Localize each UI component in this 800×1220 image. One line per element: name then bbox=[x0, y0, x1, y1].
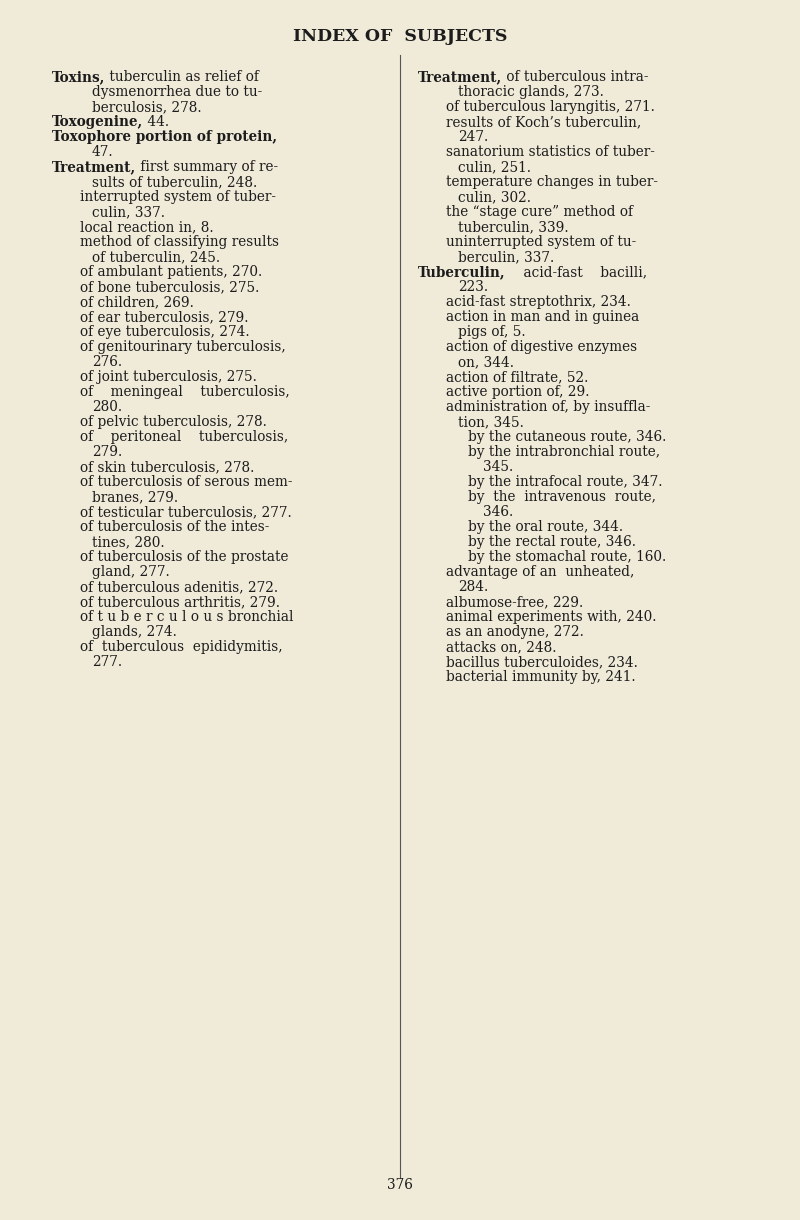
Text: of pelvic tuberculosis, 278.: of pelvic tuberculosis, 278. bbox=[80, 415, 267, 429]
Text: of    peritoneal    tuberculosis,: of peritoneal tuberculosis, bbox=[80, 429, 288, 444]
Text: temperature changes in tuber-: temperature changes in tuber- bbox=[446, 174, 658, 189]
Text: of t u b e r c u l o u s bronchial: of t u b e r c u l o u s bronchial bbox=[80, 610, 294, 623]
Text: acid-fast    bacilli,: acid-fast bacilli, bbox=[506, 265, 646, 279]
Text: of testicular tuberculosis, 277.: of testicular tuberculosis, 277. bbox=[80, 505, 292, 518]
Text: of tuberculosis of the intes-: of tuberculosis of the intes- bbox=[80, 520, 270, 534]
Text: by the cutaneous route, 346.: by the cutaneous route, 346. bbox=[468, 429, 666, 444]
Text: action of filtrate, 52.: action of filtrate, 52. bbox=[446, 370, 588, 384]
Text: dysmenorrhea due to tu-: dysmenorrhea due to tu- bbox=[92, 85, 262, 99]
Text: active portion of, 29.: active portion of, 29. bbox=[446, 386, 590, 399]
Text: of tuberculous intra-: of tuberculous intra- bbox=[502, 70, 649, 84]
Text: berculosis, 278.: berculosis, 278. bbox=[92, 100, 202, 113]
Text: tion, 345.: tion, 345. bbox=[458, 415, 524, 429]
Text: action in man and in guinea: action in man and in guinea bbox=[446, 310, 639, 325]
Text: of skin tuberculosis, 278.: of skin tuberculosis, 278. bbox=[80, 460, 254, 475]
Text: 280.: 280. bbox=[92, 400, 122, 414]
Text: of children, 269.: of children, 269. bbox=[80, 295, 194, 309]
Text: of    meningeal    tuberculosis,: of meningeal tuberculosis, bbox=[80, 386, 290, 399]
Text: tines, 280.: tines, 280. bbox=[92, 536, 165, 549]
Text: of ear tuberculosis, 279.: of ear tuberculosis, 279. bbox=[80, 310, 249, 325]
Text: 345.: 345. bbox=[483, 460, 514, 475]
Text: pigs of, 5.: pigs of, 5. bbox=[458, 325, 526, 339]
Text: 44.: 44. bbox=[143, 115, 170, 129]
Text: gland, 277.: gland, 277. bbox=[92, 565, 170, 580]
Text: culin, 251.: culin, 251. bbox=[458, 160, 531, 174]
Text: of tuberculin, 245.: of tuberculin, 245. bbox=[92, 250, 220, 264]
Text: local reaction in, 8.: local reaction in, 8. bbox=[80, 220, 214, 234]
Text: of eye tuberculosis, 274.: of eye tuberculosis, 274. bbox=[80, 325, 250, 339]
Text: first summary of re-: first summary of re- bbox=[136, 160, 278, 174]
Text: administration of, by insuffla-: administration of, by insuffla- bbox=[446, 400, 650, 414]
Text: results of Koch’s tuberculin,: results of Koch’s tuberculin, bbox=[446, 115, 642, 129]
Text: of bone tuberculosis, 275.: of bone tuberculosis, 275. bbox=[80, 281, 259, 294]
Text: INDEX OF  SUBJECTS: INDEX OF SUBJECTS bbox=[293, 28, 507, 45]
Text: Toxophore portion of protein,: Toxophore portion of protein, bbox=[52, 131, 277, 144]
Text: 223.: 223. bbox=[458, 281, 488, 294]
Text: Treatment,: Treatment, bbox=[418, 70, 502, 84]
Text: by the rectal route, 346.: by the rectal route, 346. bbox=[468, 536, 636, 549]
Text: by the intrafocal route, 347.: by the intrafocal route, 347. bbox=[468, 475, 662, 489]
Text: by the intrabronchial route,: by the intrabronchial route, bbox=[468, 445, 660, 459]
Text: of joint tuberculosis, 275.: of joint tuberculosis, 275. bbox=[80, 370, 257, 384]
Text: interrupted system of tuber-: interrupted system of tuber- bbox=[80, 190, 276, 204]
Text: Tuberculin,: Tuberculin, bbox=[418, 265, 506, 279]
Text: uninterrupted system of tu-: uninterrupted system of tu- bbox=[446, 235, 636, 249]
Text: glands, 274.: glands, 274. bbox=[92, 625, 177, 639]
Text: Toxins,: Toxins, bbox=[52, 70, 106, 84]
Text: sults of tuberculin, 248.: sults of tuberculin, 248. bbox=[92, 174, 258, 189]
Text: method of classifying results: method of classifying results bbox=[80, 235, 279, 249]
Text: 247.: 247. bbox=[458, 131, 488, 144]
Text: bacillus tuberculoides, 234.: bacillus tuberculoides, 234. bbox=[446, 655, 638, 669]
Text: sanatorium statistics of tuber-: sanatorium statistics of tuber- bbox=[446, 145, 655, 159]
Text: 279.: 279. bbox=[92, 445, 122, 459]
Text: of ambulant patients, 270.: of ambulant patients, 270. bbox=[80, 265, 262, 279]
Text: 346.: 346. bbox=[483, 505, 514, 518]
Text: Toxogenine,: Toxogenine, bbox=[52, 115, 143, 129]
Text: by the stomachal route, 160.: by the stomachal route, 160. bbox=[468, 550, 666, 564]
Text: by the oral route, 344.: by the oral route, 344. bbox=[468, 520, 623, 534]
Text: animal experiments with, 240.: animal experiments with, 240. bbox=[446, 610, 657, 623]
Text: 284.: 284. bbox=[458, 580, 488, 594]
Text: tuberculin, 339.: tuberculin, 339. bbox=[458, 220, 569, 234]
Text: of tuberculous laryngitis, 271.: of tuberculous laryngitis, 271. bbox=[446, 100, 655, 113]
Text: of tuberculosis of serous mem-: of tuberculosis of serous mem- bbox=[80, 475, 293, 489]
Text: the “stage cure” method of: the “stage cure” method of bbox=[446, 205, 633, 220]
Text: 276.: 276. bbox=[92, 355, 122, 368]
Text: of tuberculous arthritis, 279.: of tuberculous arthritis, 279. bbox=[80, 595, 280, 609]
Text: of genitourinary tuberculosis,: of genitourinary tuberculosis, bbox=[80, 340, 286, 354]
Text: culin, 337.: culin, 337. bbox=[92, 205, 165, 220]
Text: on, 344.: on, 344. bbox=[458, 355, 514, 368]
Text: tuberculin as relief of: tuberculin as relief of bbox=[106, 70, 259, 84]
Text: 376: 376 bbox=[387, 1179, 413, 1192]
Text: by  the  intravenous  route,: by the intravenous route, bbox=[468, 490, 656, 504]
Text: as an anodyne, 272.: as an anodyne, 272. bbox=[446, 625, 584, 639]
Text: of  tuberculous  epididymitis,: of tuberculous epididymitis, bbox=[80, 640, 282, 654]
Text: culin, 302.: culin, 302. bbox=[458, 190, 531, 204]
Text: Treatment,: Treatment, bbox=[52, 160, 136, 174]
Text: action of digestive enzymes: action of digestive enzymes bbox=[446, 340, 637, 354]
Text: branes, 279.: branes, 279. bbox=[92, 490, 178, 504]
Text: thoracic glands, 273.: thoracic glands, 273. bbox=[458, 85, 604, 99]
Text: of tuberculosis of the prostate: of tuberculosis of the prostate bbox=[80, 550, 289, 564]
Text: bacterial immunity by, 241.: bacterial immunity by, 241. bbox=[446, 670, 636, 684]
Text: berculin, 337.: berculin, 337. bbox=[458, 250, 554, 264]
Text: attacks on, 248.: attacks on, 248. bbox=[446, 640, 557, 654]
Text: 47.: 47. bbox=[92, 145, 114, 159]
Text: advantage of an  unheated,: advantage of an unheated, bbox=[446, 565, 634, 580]
Text: acid-fast streptothrix, 234.: acid-fast streptothrix, 234. bbox=[446, 295, 631, 309]
Text: 277.: 277. bbox=[92, 655, 122, 669]
Text: albumose-free, 229.: albumose-free, 229. bbox=[446, 595, 583, 609]
Text: of tuberculous adenitis, 272.: of tuberculous adenitis, 272. bbox=[80, 580, 278, 594]
